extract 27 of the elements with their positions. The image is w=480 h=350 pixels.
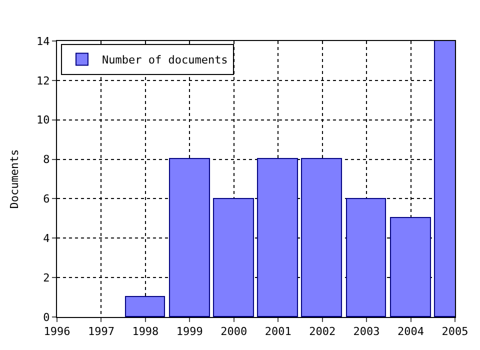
y-tick-label: 14	[36, 34, 50, 48]
bar	[213, 198, 254, 317]
y-tick-label: 0	[43, 310, 50, 324]
x-tick-label: 2004	[398, 325, 424, 338]
x-tick-label: 2003	[353, 325, 380, 338]
y-tick-label: 4	[43, 232, 50, 245]
y-tick-label: 12	[36, 74, 50, 88]
x-tick-label: 2001	[264, 325, 292, 338]
bar	[346, 198, 386, 317]
y-tick-label: 2	[43, 271, 50, 284]
legend-label: Number of documents	[102, 54, 228, 67]
y-axis-title: Documents	[8, 149, 22, 209]
bar	[390, 217, 431, 317]
x-tick-label: 2005	[442, 325, 468, 338]
x-tick-label: 1997	[88, 325, 114, 338]
y-tick-label: 10	[36, 114, 50, 127]
y-tick-label: 6	[43, 192, 50, 206]
x-tick-label: 1999	[176, 325, 203, 338]
bar	[169, 158, 210, 317]
x-tick-label: 1996	[44, 325, 70, 338]
x-tick-label: 1998	[132, 325, 159, 338]
bar	[125, 296, 165, 317]
y-tick-label: 8	[43, 153, 50, 166]
x-tick-label: 2002	[309, 325, 336, 338]
x-tick-label: 2000	[220, 325, 248, 338]
bar	[301, 158, 342, 317]
bar	[257, 158, 298, 317]
